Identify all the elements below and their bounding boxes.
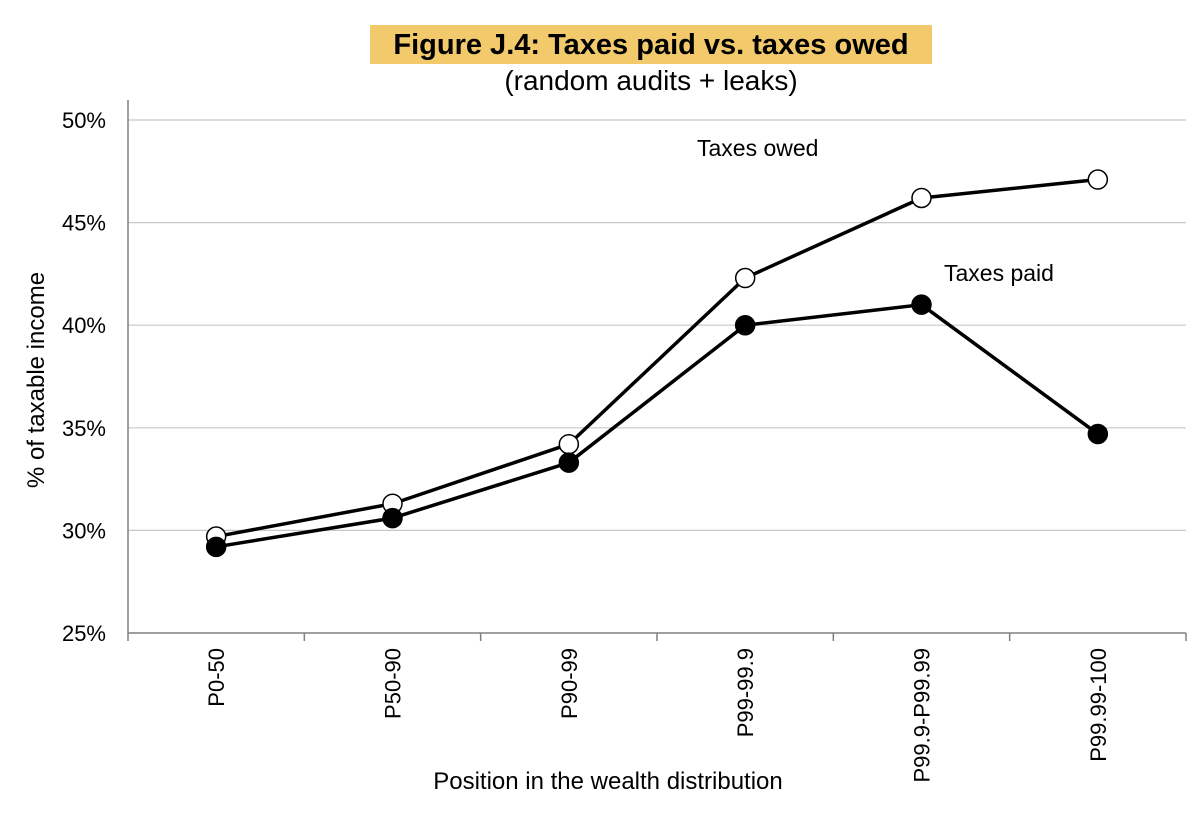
x-tick-label: P99-99.9 <box>733 648 758 737</box>
series-line-0 <box>215 177 1099 539</box>
chart-subtitle: (random audits + leaks) <box>504 65 797 96</box>
x-tick-label: P50-90 <box>381 648 406 719</box>
x-tick-label: P99.99-100 <box>1086 648 1111 762</box>
y-tick-label: 45% <box>62 211 106 236</box>
filled-marker <box>734 314 756 336</box>
y-tick-label: 40% <box>62 313 106 338</box>
series-line-1 <box>215 302 1099 549</box>
x-tick-label: P90-99 <box>557 648 582 719</box>
y-tick-label: 25% <box>62 621 106 646</box>
chart-title: Figure J.4: Taxes paid vs. taxes owed <box>393 29 908 61</box>
series-label-taxes-owed: Taxes owed <box>697 135 818 161</box>
open-marker <box>734 267 756 289</box>
y-tick-label: 50% <box>62 108 106 133</box>
filled-marker <box>382 507 403 529</box>
x-ticks: P0-50 P50-90 P90-99 P99-99.9 P99.9-P99.99 P99… <box>127 633 1187 783</box>
x-tick-label: P0-50 <box>204 648 229 707</box>
y-ticks: 25% 30% 35% 40% 45% 50% <box>62 108 106 646</box>
grid <box>128 119 1186 532</box>
series-label-taxes-paid: Taxes paid <box>944 260 1054 286</box>
filled-marker <box>205 536 227 558</box>
open-marker <box>911 187 932 209</box>
y-tick-label: 30% <box>62 518 106 543</box>
series <box>205 169 1109 558</box>
title-highlight <box>370 25 932 64</box>
filled-marker <box>911 294 932 315</box>
open-marker <box>1087 169 1109 190</box>
axes <box>127 100 1186 634</box>
x-tick-label: P99.9-P99.99 <box>910 648 935 783</box>
x-axis-label: Position in the wealth distribution <box>433 768 783 795</box>
filled-marker <box>1087 423 1109 445</box>
y-tick-label: 35% <box>62 416 106 441</box>
open-marker <box>558 433 580 455</box>
y-axis-label: % of taxable income <box>23 272 50 488</box>
filled-marker <box>558 452 580 473</box>
